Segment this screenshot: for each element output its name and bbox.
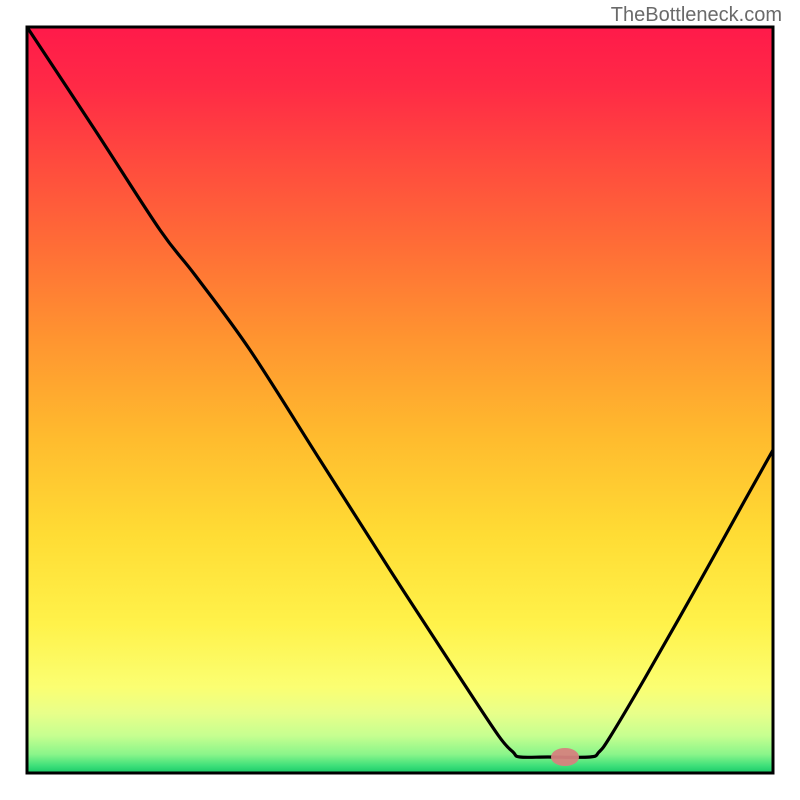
chart-container: TheBottleneck.com <box>0 0 800 800</box>
gradient-background <box>27 27 773 773</box>
watermark-text: TheBottleneck.com <box>611 4 782 27</box>
optimal-point-marker <box>551 748 579 766</box>
bottleneck-curve-chart <box>0 0 800 800</box>
